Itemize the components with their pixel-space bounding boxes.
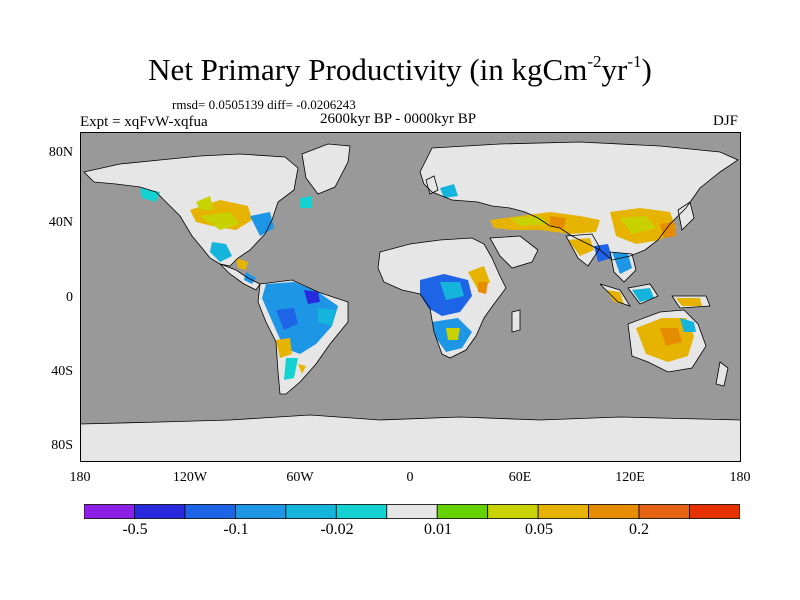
lat-label-40n: 40N — [48, 215, 73, 230]
colorbar-label: -0.5 — [122, 521, 148, 538]
arabia — [490, 236, 538, 268]
lat-label-80s: 80S — [51, 438, 73, 453]
anomaly-patch — [612, 252, 632, 274]
period-label: 2600kyr BP - 0000kyr BP — [320, 111, 477, 127]
coastline — [425, 175, 439, 195]
anomaly-patch — [680, 318, 696, 332]
colorbar-swatch — [335, 504, 388, 519]
anomaly-patch — [244, 272, 256, 284]
anomaly-layer — [140, 184, 702, 380]
anomaly-patch — [606, 290, 624, 304]
experiment-label: Expt = xqFvW-xqfua — [80, 114, 208, 130]
anomaly-patch — [298, 364, 306, 374]
coastline — [627, 309, 707, 373]
anomaly-patch — [276, 338, 292, 358]
anomaly-patch — [632, 288, 654, 302]
lon-label-60w: 60W — [286, 470, 314, 485]
colorbar-swatch — [689, 504, 740, 519]
colorbar-swatch — [134, 504, 186, 519]
coastline — [377, 237, 507, 359]
colorbar-swatch — [487, 504, 539, 519]
colorbar-swatch — [436, 504, 489, 519]
lon-label-120w: 120W — [172, 470, 208, 485]
anomaly-patch — [676, 298, 702, 306]
japan — [678, 202, 694, 230]
colorbar-swatch — [234, 504, 287, 519]
anomaly-patch — [318, 308, 336, 326]
anomaly-patch — [478, 282, 488, 294]
madagascar — [512, 310, 520, 332]
colorbar-swatch — [184, 504, 236, 519]
lat-label-40s: 40S — [51, 364, 73, 379]
coastline — [627, 283, 659, 305]
stats-text: rmsd= 0.0505139 diff= -0.0206243 — [172, 97, 356, 112]
coastline — [511, 309, 521, 333]
colorbar-label: 0.05 — [525, 521, 553, 538]
coastline — [83, 153, 299, 267]
greenland — [302, 144, 350, 194]
coastline — [80, 414, 741, 462]
coastline — [671, 295, 711, 309]
map-frame — [80, 132, 741, 462]
coastlines — [80, 141, 741, 462]
colorbar-swatch — [285, 504, 337, 519]
coastline — [609, 251, 637, 283]
lon-label-60e: 60E — [508, 470, 532, 485]
antarctica — [80, 415, 741, 462]
anomaly-patch — [250, 212, 274, 236]
colorbar-label: 0.2 — [629, 521, 649, 538]
anomaly-patch — [300, 196, 312, 208]
anomaly-patch — [660, 222, 676, 238]
colorbar-label: 0.01 — [424, 521, 452, 538]
anomaly-patch — [550, 216, 566, 228]
colorbar-label: -0.02 — [320, 521, 354, 538]
anomaly-patch — [440, 184, 458, 198]
lon-label-0: 0 — [406, 470, 414, 485]
colorbar-swatch — [537, 504, 590, 519]
colorbar-swatch — [588, 504, 640, 519]
coastline — [565, 233, 601, 267]
season-label: DJF — [712, 113, 738, 129]
colorbar — [84, 504, 740, 519]
colorbar-swatch — [638, 504, 690, 519]
coastline — [257, 279, 349, 395]
coastline — [219, 263, 261, 291]
colorbar-swatch — [84, 504, 135, 519]
coastline — [301, 143, 351, 195]
anomaly-patch — [446, 328, 460, 340]
anomaly-patch — [568, 238, 594, 256]
coastline — [715, 361, 729, 387]
colorbar-label: -0.1 — [223, 521, 249, 538]
lon-label-180w: 180 — [69, 470, 91, 485]
lon-label-120e: 120E — [615, 470, 645, 485]
anomaly-patch — [304, 290, 320, 304]
anomaly-patch — [236, 258, 248, 270]
anomaly-patch — [210, 242, 232, 262]
map-title: Net Primary Productivity (in kgCm-2yr-1) — [148, 52, 652, 87]
colorbar-swatch — [386, 504, 438, 519]
coastline — [419, 141, 739, 261]
coastline — [599, 283, 631, 307]
lat-label-80n: 80N — [48, 145, 73, 160]
lat-label-0: 0 — [66, 290, 73, 305]
anomaly-patch — [660, 328, 682, 346]
anomaly-patch — [196, 196, 214, 210]
coastline — [677, 201, 695, 231]
world-map — [80, 132, 741, 462]
anomaly-patch — [284, 358, 298, 380]
anomaly-patch — [440, 282, 464, 300]
anomaly-patch — [200, 212, 240, 230]
lon-label-180e: 180 — [729, 470, 751, 485]
anomaly-patch — [620, 216, 656, 234]
coastline — [489, 235, 539, 269]
central-america — [220, 264, 260, 290]
anomaly-patch — [276, 308, 298, 330]
